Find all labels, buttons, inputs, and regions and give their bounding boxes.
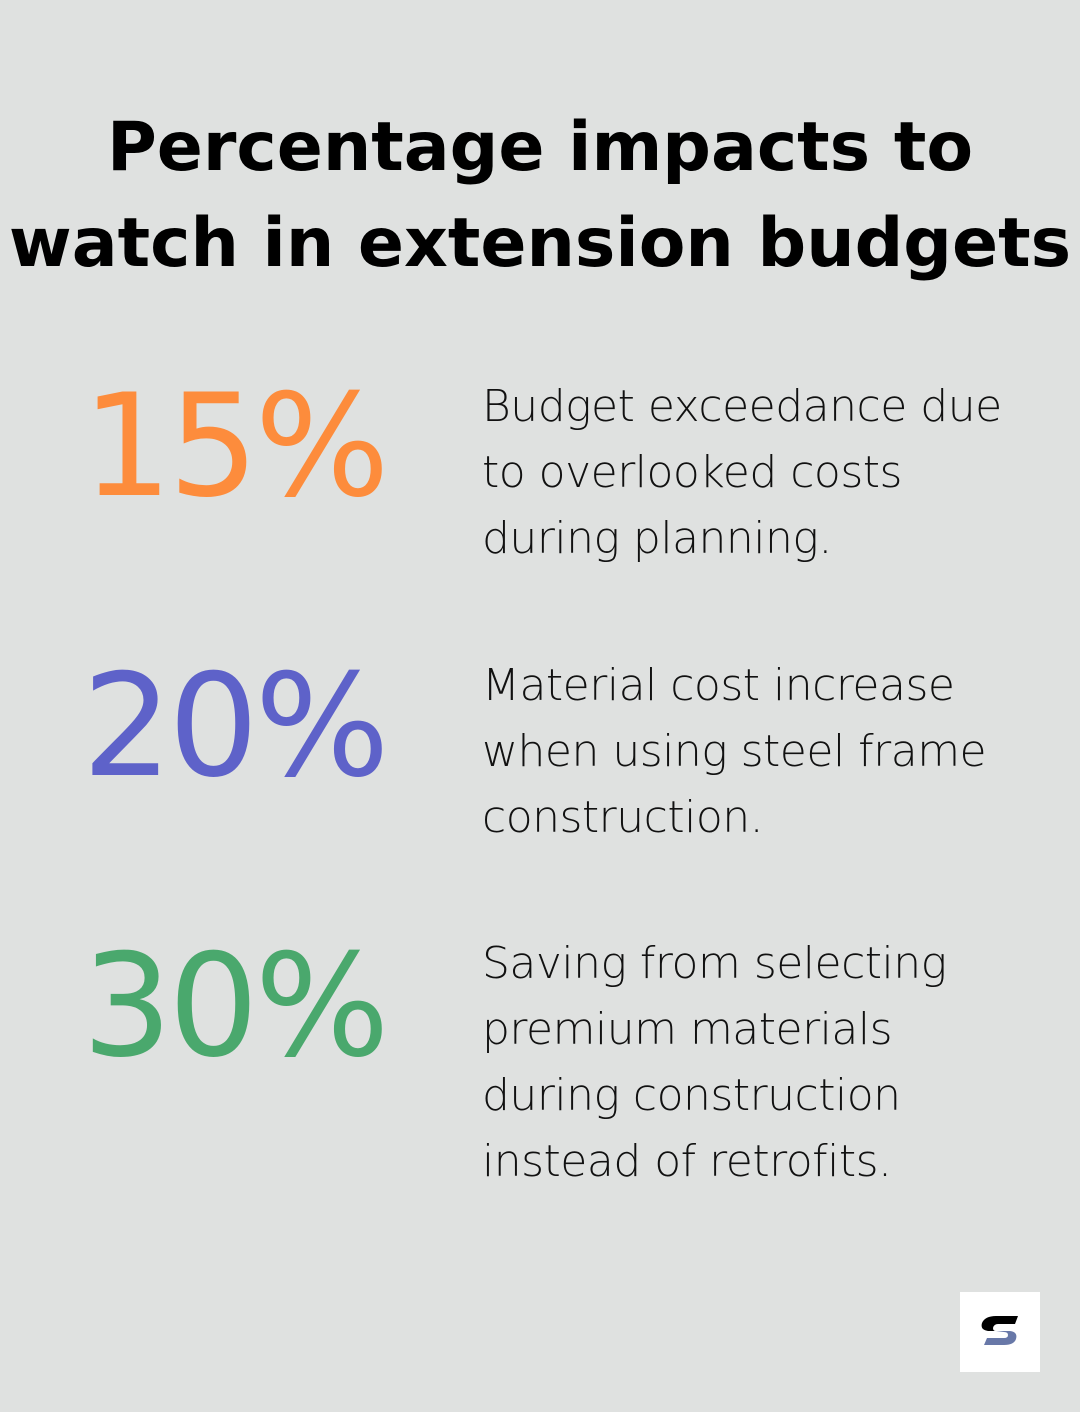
logo xyxy=(960,1292,1040,1372)
s-logo-icon xyxy=(981,1316,1018,1345)
stat-description-1: Budget exceedance due to overlooked cost… xyxy=(482,381,1002,564)
stat-description-2: Material cost increase when using steel … xyxy=(482,660,987,843)
stat-value-2: 20% xyxy=(82,644,390,809)
stat-value-1: 15% xyxy=(82,364,390,529)
page-title: Percentage impacts to watch in extension… xyxy=(8,108,1072,283)
stat-description-3: Saving from selecting premium materials … xyxy=(482,938,947,1187)
stat-value-3: 30% xyxy=(82,924,390,1089)
